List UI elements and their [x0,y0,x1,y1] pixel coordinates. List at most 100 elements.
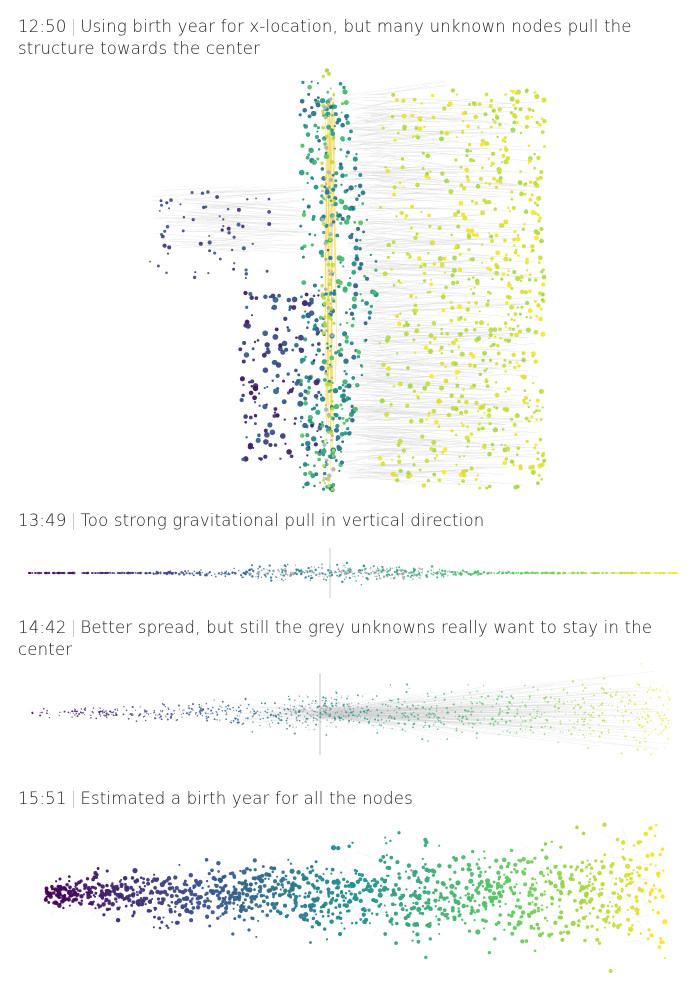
network-node [369,567,372,570]
network-node [667,723,670,725]
network-node [224,709,227,712]
network-node [497,899,502,904]
network-edge [201,225,299,232]
network-node [583,736,585,739]
network-node [515,731,518,734]
network-node [379,398,385,404]
network-node [635,572,637,574]
network-node [512,103,516,107]
network-node [257,889,262,894]
network-node [67,711,70,714]
network-node [330,128,334,132]
network-edge [360,338,464,346]
network-node [294,381,300,386]
network-node [534,443,538,447]
network-node [160,718,163,721]
network-node [374,260,378,263]
network-node [314,134,319,140]
network-edge [365,109,452,121]
network-edge [319,714,556,728]
network-node [402,186,405,189]
network-node [248,415,253,420]
network-edge [662,853,665,861]
network-node [447,710,449,712]
network-node [314,568,317,572]
network-node [148,714,150,716]
network-node [521,374,527,380]
network-node [122,713,125,716]
network-edge [378,150,397,160]
network-node [490,256,494,261]
network-node [439,385,445,391]
network-edge [390,869,406,876]
network-node [395,478,400,483]
network-node [562,690,564,692]
network-node [322,471,327,476]
network-node [323,153,330,160]
network-edge [367,218,536,226]
network-node [231,572,234,574]
network-edge [366,334,386,349]
network-node [292,708,295,711]
network-node [136,572,139,575]
network-node [302,486,305,489]
network-node [344,311,348,315]
network-node [402,577,405,581]
network-node [455,715,457,717]
network-edge [372,338,396,351]
network-node [390,705,392,708]
network-node [279,719,281,721]
network-node [269,909,273,913]
network-edge [595,891,607,906]
network-edge [319,710,572,737]
network-node [573,722,575,724]
network-node [48,891,53,895]
network-node [123,706,125,708]
network-node [342,714,345,716]
network-node [380,570,383,573]
network-node [404,730,406,732]
network-node [649,686,651,688]
network-node [432,262,436,266]
network-node [466,718,468,720]
network-node [167,708,170,710]
network-node [628,699,631,701]
network-node [439,720,441,722]
network-node [437,719,440,722]
network-node [614,903,618,908]
network-node [324,176,327,179]
network-edge [372,317,484,329]
network-node [102,913,106,917]
network-node [391,92,396,97]
network-edge [319,712,394,730]
network-node [473,286,476,289]
network-node [381,126,385,130]
network-node [503,238,507,243]
network-node [494,113,497,116]
network-node [331,717,333,720]
network-edge [319,675,615,710]
network-edge [212,202,263,207]
network-node [335,702,338,705]
network-node [238,569,240,572]
network-node [248,568,251,572]
network-node [510,197,514,201]
network-node [476,702,478,704]
network-node [477,126,480,129]
network-node [326,359,329,362]
network-node [380,724,382,727]
network-node [248,291,253,297]
network-node [643,711,645,713]
network-node [334,351,338,355]
network-node [504,370,507,373]
network-node [411,571,414,574]
network-node [282,574,286,577]
network-edge [192,209,316,218]
network-node [334,717,337,720]
network-node [620,752,623,755]
network-node [553,698,556,700]
network-node [329,199,333,202]
network-node [532,686,535,688]
network-node [650,732,652,734]
network-node [222,218,225,221]
